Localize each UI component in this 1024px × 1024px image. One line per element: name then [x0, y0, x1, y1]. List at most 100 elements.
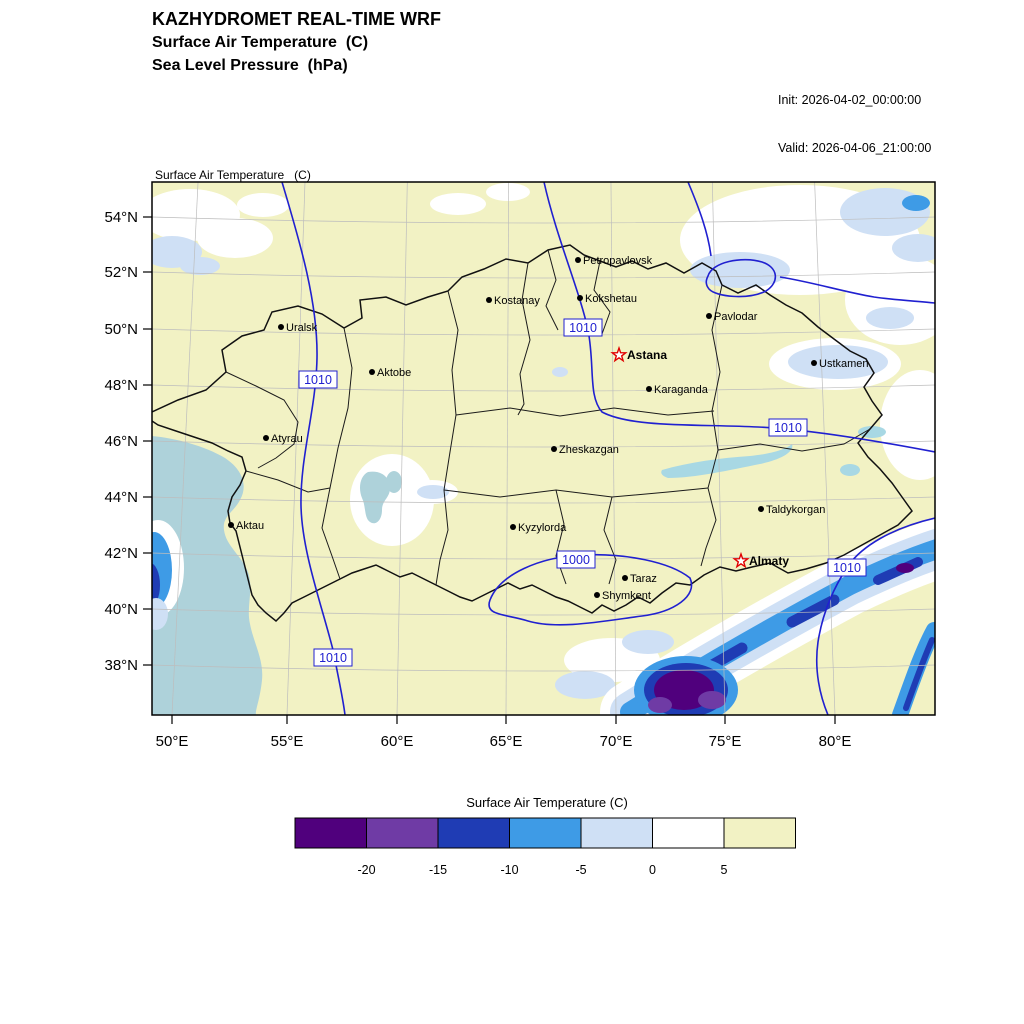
- legend: Surface Air Temperature (C) -20 -15 -10 -5 0 5: [294, 795, 796, 877]
- y-axis-label: 42°N: [104, 545, 138, 562]
- oblast-boundary: [435, 290, 459, 586]
- city-label: Karaganda: [654, 384, 709, 396]
- city-marker: Uralsk: [278, 322, 318, 334]
- capital-label: Astana: [627, 348, 667, 362]
- city-label: Kostanay: [494, 295, 540, 307]
- caspian-sea: [152, 436, 263, 715]
- pressure-label-text: 1010: [319, 651, 347, 665]
- pressure-label-text: 1010: [774, 421, 802, 435]
- y-axis-label: 38°N: [104, 657, 138, 674]
- legend-title: Surface Air Temperature (C): [466, 795, 628, 810]
- pressure-label: 1000: [556, 550, 596, 569]
- subtitle-temperature: Surface Air Temperature (C): [152, 34, 369, 51]
- parallel-line: [152, 552, 935, 560]
- oblast-boundary: [555, 489, 567, 585]
- capital-marker: Astana: [610, 345, 667, 363]
- cold-patch: [788, 345, 888, 379]
- x-axis-label: 80°E: [819, 733, 852, 750]
- legend-swatch: [366, 817, 439, 849]
- city-label: Pavlodar: [714, 311, 758, 323]
- oblast-boundary: [717, 428, 871, 452]
- cold-patch: [417, 485, 449, 499]
- pressure-label: 1010: [768, 418, 808, 437]
- west-patch-lightblue: [152, 598, 168, 630]
- cold-patch: [486, 183, 530, 201]
- x-axis-label: 60°E: [381, 733, 414, 750]
- city-marker: Pavlodar: [706, 311, 758, 323]
- lake-tengiz: [552, 367, 568, 377]
- y-axis-label: 54°N: [104, 209, 138, 226]
- parallel-line: [152, 216, 935, 224]
- pressure-label-text: 1010: [569, 321, 597, 335]
- mountain-coldest-spot: [896, 563, 914, 573]
- mountain-blob-violet: [698, 691, 726, 709]
- cold-patch: [902, 195, 930, 211]
- city-label: Kokshetau: [585, 293, 637, 305]
- capital-marker: Almaty: [732, 551, 789, 569]
- city-dot-icon: [811, 360, 817, 366]
- legend-swatch: [652, 817, 725, 849]
- meridian-line: [286, 182, 306, 715]
- city-dot-icon: [758, 506, 764, 512]
- isobar-1010-southeast: [815, 517, 935, 715]
- parallel-line: [152, 328, 935, 336]
- x-axis-label: 70°E: [600, 733, 633, 750]
- oblast-boundary: [545, 249, 559, 331]
- parallel-line: [152, 271, 935, 279]
- mountain-cold-band: [600, 518, 935, 715]
- mountain-streak: [786, 594, 840, 628]
- legend-tick-label: -20: [357, 863, 375, 877]
- city-label: Petropavlovsk: [583, 255, 653, 267]
- legend-swatch: [294, 817, 367, 849]
- x-axis-label: 65°E: [490, 733, 523, 750]
- legend-swatch: [437, 817, 510, 849]
- meridian-line: [610, 182, 617, 715]
- oblast-boundary: [225, 371, 299, 469]
- y-axis-label: 50°N: [104, 321, 138, 338]
- pressure-label-text: 1010: [304, 373, 332, 387]
- pressure-label-text: 1010: [833, 561, 861, 575]
- graticule: [152, 182, 935, 715]
- city-label: Zheskazgan: [559, 444, 619, 456]
- x-axis-label: 75°E: [709, 733, 742, 750]
- pressure-label-box: [298, 370, 338, 389]
- pressure-label-text: 1000: [562, 553, 590, 567]
- y-axis-label: 46°N: [104, 433, 138, 450]
- city-label: Shymkent: [602, 590, 651, 602]
- meridian-line: [171, 182, 199, 715]
- legend-tick-label: 5: [721, 863, 728, 877]
- mountain-blob-violet: [648, 697, 672, 713]
- x-axis: 50°E 55°E 60°E 65°E 70°E 75°E 80°E: [156, 715, 852, 750]
- pressure-labels-layer: 1010 1010 1010 1000 1010 1010: [298, 318, 867, 667]
- legend-tick-label: -10: [500, 863, 518, 877]
- oblast-boundary: [245, 470, 331, 493]
- city-label: Kyzylorda: [518, 522, 567, 534]
- cold-patch: [622, 630, 674, 654]
- city-dot-icon: [228, 522, 234, 528]
- city-marker: Taldykorgan: [758, 504, 825, 516]
- city-label: Ustkamen: [819, 358, 869, 370]
- city-dot-icon: [706, 313, 712, 319]
- legend-swatch: [509, 817, 582, 849]
- oblast-boundary: [700, 487, 717, 567]
- cold-patch: [866, 307, 914, 329]
- city-marker: Kostanay: [486, 295, 540, 307]
- map-frame: [151, 181, 936, 716]
- cold-patch: [892, 234, 935, 262]
- city-dot-icon: [486, 297, 492, 303]
- city-label: Taraz: [630, 573, 657, 585]
- aral-sea-lobe: [386, 471, 402, 493]
- map-canvas: [152, 182, 935, 715]
- pressure-label-box: [827, 558, 867, 577]
- oblast-boundary: [321, 327, 353, 580]
- cold-patch: [197, 218, 273, 258]
- city-marker: Karaganda: [646, 384, 709, 396]
- pressure-label: 1010: [827, 558, 867, 577]
- cold-patch: [845, 255, 935, 345]
- mountain-streak: [903, 637, 935, 711]
- x-axis-label: 55°E: [271, 733, 304, 750]
- parallel-line: [152, 384, 935, 392]
- oblast-boundary: [593, 260, 611, 335]
- mountain-streak: [892, 622, 935, 715]
- y-axis-label: 40°N: [104, 601, 138, 618]
